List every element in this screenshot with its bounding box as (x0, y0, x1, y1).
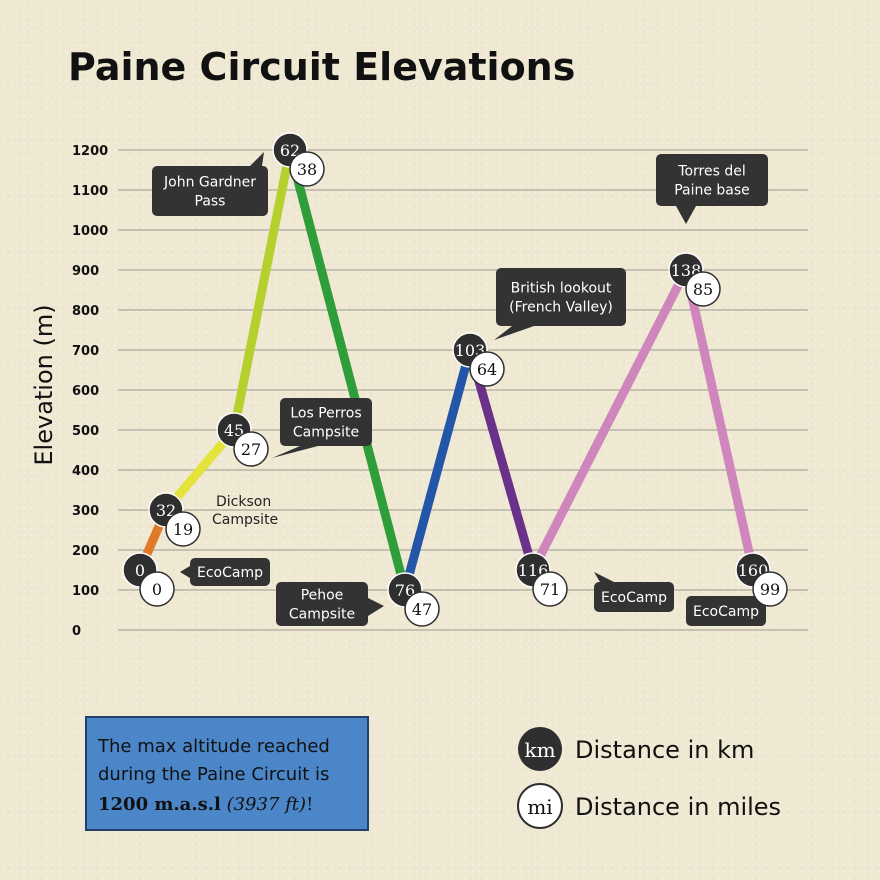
stop-label: Campsite (289, 607, 355, 623)
y-tick-label: 1200 (72, 144, 108, 159)
note-line-1: The max altitude reached (97, 736, 330, 757)
elevation-segment (229, 149, 295, 431)
elevation-segment (465, 348, 538, 572)
callout-box (190, 558, 270, 586)
mi-marker (289, 151, 325, 187)
y-axis-label: Elevation (m) (30, 304, 58, 465)
stop-label: Pehoe (301, 588, 344, 604)
stop-label: John Gardner (163, 175, 256, 191)
callout-box (152, 166, 268, 216)
callout-box (656, 154, 768, 206)
elevation-segment (528, 267, 691, 573)
mi-label: 38 (297, 160, 317, 179)
y-tick-label: 1100 (72, 184, 108, 199)
mi-label: 85 (693, 280, 713, 299)
max-altitude-note: The max altitude reached during the Pain… (85, 716, 369, 831)
stop-label: Campsite (212, 512, 278, 528)
stop-label: British lookout (511, 281, 612, 297)
km-label: 0 (135, 561, 145, 580)
stop-label: Paine base (674, 183, 750, 199)
y-tick-label: 500 (72, 424, 99, 439)
y-tick-label: 0 (72, 624, 81, 639)
y-tick-label: 1000 (72, 224, 108, 239)
legend-km-symbol: km (524, 738, 555, 762)
legend-mi-marker (517, 783, 563, 829)
callout-pointer (180, 566, 190, 578)
stop-label: EcoCamp (601, 590, 667, 606)
note-exclaim: ! (306, 794, 313, 815)
stop-label: Campsite (293, 425, 359, 441)
mi-label: 71 (540, 580, 560, 599)
callout-pointer (368, 598, 384, 616)
callout-box (686, 596, 766, 626)
mi-label: 64 (477, 360, 497, 379)
mi-marker (469, 351, 505, 387)
km-label: 62 (280, 141, 300, 160)
callout-box (496, 268, 626, 326)
callout-pointer (250, 152, 264, 166)
elevation-segment (400, 348, 475, 592)
km-label: 45 (224, 421, 244, 440)
mi-label: 47 (412, 600, 432, 619)
legend-mi-text: Distance in miles (575, 793, 781, 821)
y-tick-label: 900 (72, 264, 99, 279)
y-tick-label: 300 (72, 504, 99, 519)
mi-marker (404, 591, 440, 627)
note-bold-value: 1200 m.a.s.l (98, 794, 221, 815)
km-label: 32 (156, 501, 176, 520)
note-feet: (3937 ft) (221, 794, 306, 815)
legend-mi-symbol: mi (527, 795, 552, 819)
stop-label: (French Valley) (509, 300, 613, 316)
km-label: 76 (395, 581, 415, 600)
y-tick-label: 400 (72, 464, 99, 479)
callout-pointer (594, 572, 614, 582)
callout-pointer (676, 206, 696, 224)
mi-marker (139, 571, 175, 607)
callout-box (280, 398, 372, 446)
legend-km-marker (518, 727, 562, 771)
callout-box (594, 582, 674, 612)
mi-label: 0 (152, 580, 162, 599)
note-line-3: 1200 m.a.s.l (3937 ft)! (98, 794, 313, 815)
stop-label: Torres del (677, 164, 745, 180)
mi-marker (685, 271, 721, 307)
mi-label: 27 (241, 440, 261, 459)
mi-label: 19 (173, 520, 193, 539)
stop-label: Pass (195, 194, 226, 210)
callout-pointer (494, 326, 534, 340)
note-line-2: during the Paine Circuit is (98, 764, 329, 785)
callout-pointer (272, 446, 318, 458)
y-tick-label: 800 (72, 304, 99, 319)
mi-marker (532, 571, 568, 607)
stop-label: Dickson (216, 494, 271, 510)
mi-marker (165, 511, 201, 547)
y-tick-label: 100 (72, 584, 99, 599)
y-tick-label: 200 (72, 544, 99, 559)
stop-label: Los Perros (290, 406, 361, 422)
y-tick-label: 600 (72, 384, 99, 399)
elevation-segment (681, 269, 758, 571)
chart-title: Paine Circuit Elevations (68, 45, 575, 89)
stop-label: EcoCamp (693, 604, 759, 620)
y-tick-label: 700 (72, 344, 99, 359)
legend: km Distance in km mi Distance in miles (517, 727, 781, 829)
callout-box (276, 582, 368, 626)
stop-label: EcoCamp (197, 565, 263, 581)
mi-label: 99 (760, 580, 780, 599)
mi-marker (233, 431, 269, 467)
elevation-segment (285, 148, 410, 592)
legend-km-text: Distance in km (575, 736, 754, 764)
mi-marker (752, 571, 788, 607)
